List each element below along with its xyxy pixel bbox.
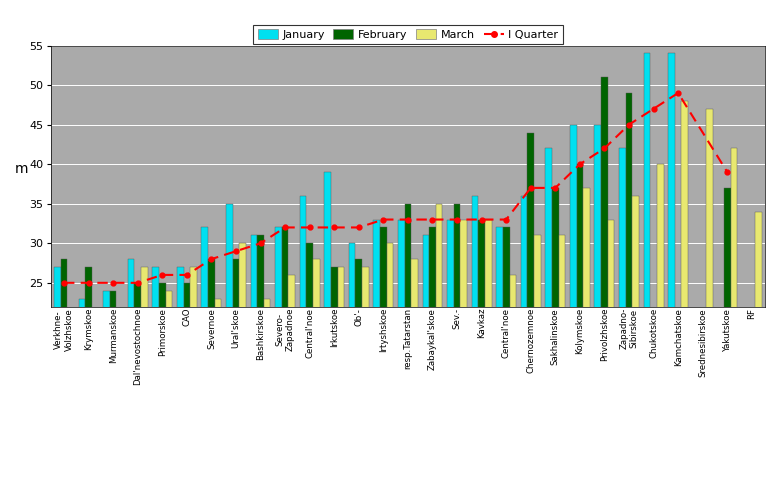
Bar — [657, 164, 664, 479]
Bar — [103, 291, 110, 479]
Bar — [570, 125, 577, 479]
Bar — [594, 125, 601, 479]
Bar — [177, 267, 183, 479]
Bar — [264, 298, 270, 479]
Y-axis label: m: m — [14, 162, 28, 176]
Bar — [337, 267, 344, 479]
Bar — [275, 228, 282, 479]
Bar — [619, 148, 625, 479]
Bar — [141, 267, 148, 479]
Bar — [166, 291, 172, 479]
Bar — [503, 228, 510, 479]
Bar — [559, 235, 565, 479]
Bar — [313, 259, 319, 479]
Bar — [429, 228, 436, 479]
Bar — [755, 212, 761, 479]
Bar — [214, 298, 221, 479]
Bar — [479, 219, 485, 479]
Bar — [608, 219, 615, 479]
Bar — [85, 267, 92, 479]
Bar — [324, 172, 331, 479]
Bar — [423, 235, 429, 479]
Bar — [134, 283, 141, 479]
Bar — [387, 243, 393, 479]
Bar — [117, 473, 123, 479]
Bar — [356, 259, 362, 479]
Bar — [643, 54, 650, 479]
Bar — [521, 196, 528, 479]
Bar — [730, 148, 737, 479]
Bar — [349, 243, 356, 479]
Bar — [545, 148, 552, 479]
Bar — [110, 291, 117, 479]
Bar — [485, 219, 492, 479]
Bar — [436, 204, 442, 479]
Bar — [374, 219, 380, 479]
Bar — [632, 196, 639, 479]
Bar — [577, 164, 584, 479]
Bar — [405, 204, 411, 479]
Bar — [127, 259, 134, 479]
Bar — [282, 228, 288, 479]
Bar — [152, 267, 159, 479]
Bar — [208, 259, 214, 479]
Bar — [61, 259, 68, 479]
Bar — [331, 267, 337, 479]
Bar — [78, 298, 85, 479]
Bar — [300, 196, 306, 479]
Bar — [534, 235, 541, 479]
Bar — [159, 283, 166, 479]
Bar — [668, 54, 674, 479]
Bar — [251, 235, 257, 479]
Bar — [226, 204, 232, 479]
Bar — [232, 259, 239, 479]
Legend: January, February, March, I Quarter: January, February, March, I Quarter — [253, 25, 563, 44]
Bar — [584, 188, 590, 479]
Bar — [54, 267, 61, 479]
Bar — [398, 219, 405, 479]
Bar — [183, 283, 190, 479]
Bar — [257, 235, 264, 479]
Bar — [625, 93, 632, 479]
Bar — [306, 243, 313, 479]
Bar — [706, 109, 713, 479]
Bar — [454, 204, 460, 479]
Bar — [528, 133, 534, 479]
Bar — [510, 275, 516, 479]
Bar — [472, 196, 479, 479]
Bar — [497, 228, 503, 479]
Bar — [380, 228, 387, 479]
Bar — [724, 188, 730, 479]
Bar — [362, 267, 369, 479]
Bar — [460, 219, 467, 479]
Bar — [411, 259, 418, 479]
Bar — [447, 219, 454, 479]
Bar — [601, 77, 608, 479]
Bar — [681, 101, 688, 479]
Bar — [239, 243, 246, 479]
Bar — [552, 188, 559, 479]
Bar — [201, 228, 208, 479]
Bar — [190, 267, 197, 479]
Bar — [288, 275, 295, 479]
